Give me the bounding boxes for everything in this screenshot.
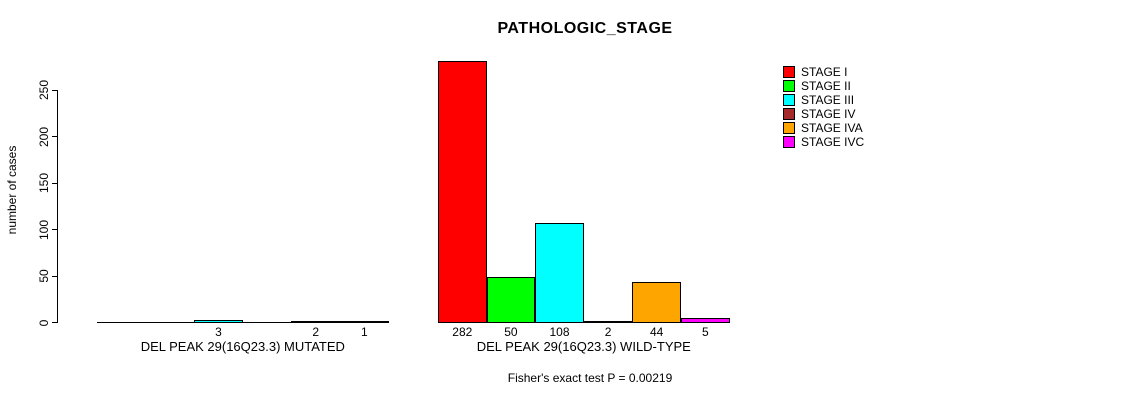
bar-value-label: 108 <box>549 325 570 339</box>
chart-title: PATHOLOGIC_STAGE <box>497 20 673 37</box>
legend-swatch <box>783 66 795 78</box>
y-tick <box>52 275 58 277</box>
legend-item: STAGE IV <box>783 107 855 121</box>
legend-item: STAGE III <box>783 93 854 107</box>
legend-label: STAGE IVA <box>801 121 863 135</box>
y-axis-label: number of cases <box>5 145 19 235</box>
legend-item: STAGE I <box>783 65 847 79</box>
y-tick-label: 250 <box>37 79 51 101</box>
y-tick <box>52 182 58 184</box>
bar-value-label: 3 <box>215 325 222 339</box>
bar <box>486 276 536 323</box>
legend-swatch <box>783 108 795 120</box>
bar-value-label: 1 <box>360 325 368 339</box>
bar-value-label: 282 <box>452 325 473 339</box>
legend-swatch <box>783 80 795 92</box>
bar-value-label: 50 <box>504 325 518 339</box>
fisher-test-annotation: Fisher's exact test P = 0.00219 <box>507 371 673 385</box>
bar <box>340 321 389 323</box>
legend-label: STAGE I <box>801 65 848 79</box>
y-tick-label: 200 <box>37 126 51 147</box>
y-tick-label: 50 <box>37 269 51 283</box>
bar <box>681 318 730 323</box>
group-label: DEL PEAK 29(16Q23.3) WILD-TYPE <box>476 339 691 354</box>
bar <box>438 60 487 323</box>
legend-item: STAGE IVC <box>783 135 864 149</box>
bar <box>583 321 633 323</box>
legend-item: STAGE II <box>783 79 851 93</box>
legend-swatch <box>783 94 795 106</box>
y-tick <box>52 136 58 138</box>
group-label: DEL PEAK 29(16Q23.3) MUTATED <box>140 339 345 354</box>
legend-label: STAGE IVC <box>801 135 865 149</box>
y-tick-label: 150 <box>37 172 51 194</box>
y-tick <box>52 229 58 231</box>
y-tick-label: 0 <box>37 319 51 326</box>
group-baseline <box>97 321 389 323</box>
legend-label: STAGE III <box>801 93 855 107</box>
bar <box>194 320 243 323</box>
legend-swatch <box>783 136 795 148</box>
y-tick-label: 100 <box>37 219 51 240</box>
bar-value-label: 2 <box>312 325 320 339</box>
bar <box>535 222 584 323</box>
bar-value-label: 2 <box>604 325 612 339</box>
legend-swatch <box>783 122 795 134</box>
legend-item: STAGE IVA <box>783 121 863 135</box>
bar-value-label: 5 <box>701 325 709 339</box>
legend-label: STAGE IV <box>801 107 856 121</box>
bar <box>291 321 340 323</box>
y-axis-line <box>57 89 59 323</box>
y-tick <box>52 322 58 324</box>
legend-label: STAGE II <box>801 79 851 93</box>
bar-value-label: 44 <box>650 325 664 339</box>
bar <box>632 282 681 323</box>
y-tick <box>52 89 58 91</box>
